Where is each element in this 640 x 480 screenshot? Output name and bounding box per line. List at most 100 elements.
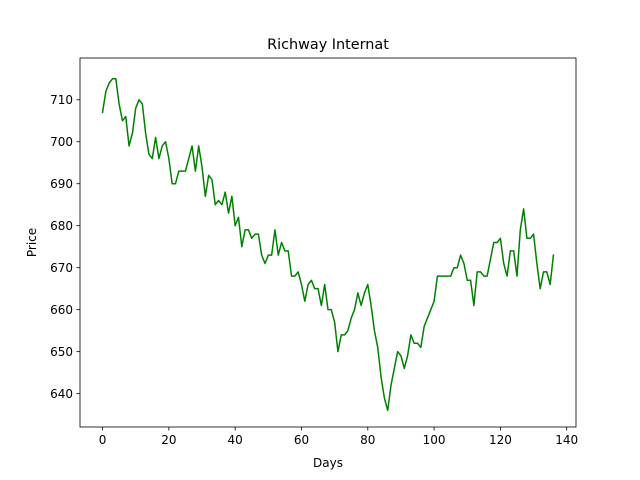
data-point (224, 191, 226, 193)
x-tick-label: 60 (294, 433, 309, 447)
data-point (476, 271, 478, 273)
data-point (211, 179, 213, 181)
data-point (281, 242, 283, 244)
data-point (314, 288, 316, 290)
data-point (264, 263, 266, 265)
data-point (175, 183, 177, 185)
data-point (195, 170, 197, 172)
data-point (463, 263, 465, 265)
x-axis-ticks: 0 20 40 60 80 100 120 140 (99, 427, 578, 447)
data-point (214, 204, 216, 206)
data-point (523, 208, 525, 210)
data-point (360, 305, 362, 307)
data-point (503, 263, 505, 265)
x-tick-label: 80 (360, 433, 375, 447)
data-point (155, 137, 157, 139)
series-layer (101, 78, 555, 412)
data-point (420, 347, 422, 349)
data-point (178, 170, 180, 172)
data-point (526, 238, 528, 240)
data-point (205, 196, 207, 198)
data-point (533, 233, 535, 235)
data-point (138, 99, 140, 101)
data-point (506, 275, 508, 277)
data-point (208, 175, 210, 177)
y-axis-ticks: 640 650 660 670 680 690 700 710 (50, 93, 80, 401)
data-point (321, 305, 323, 307)
data-point (142, 103, 144, 105)
y-tick-label: 640 (50, 387, 73, 401)
data-point (261, 254, 263, 256)
y-tick-label: 700 (50, 135, 73, 149)
data-point (400, 355, 402, 357)
data-point (427, 317, 429, 319)
data-point (397, 351, 399, 353)
data-point (457, 267, 459, 269)
chart-title: Richway Internat (267, 37, 389, 53)
data-point (108, 82, 110, 84)
data-point (254, 233, 256, 235)
data-point (450, 275, 452, 277)
data-point (128, 145, 130, 147)
data-point (344, 334, 346, 336)
data-point (496, 242, 498, 244)
data-point (301, 284, 303, 286)
data-point (185, 170, 187, 172)
data-point (251, 238, 253, 240)
data-point (350, 317, 352, 319)
data-point (198, 145, 200, 147)
data-point (437, 275, 439, 277)
data-point (331, 309, 333, 311)
data-point (188, 158, 190, 160)
data-point (417, 342, 419, 344)
data-point (311, 279, 313, 281)
data-point (473, 305, 475, 307)
data-point (536, 263, 538, 265)
series-line-0 (101, 78, 555, 412)
data-point (516, 275, 518, 277)
data-point (430, 309, 432, 311)
data-point (423, 326, 425, 328)
data-point (248, 229, 250, 231)
data-point (513, 250, 515, 252)
data-point (529, 238, 531, 240)
data-point (443, 275, 445, 277)
data-point (367, 284, 369, 286)
data-point (231, 196, 233, 198)
data-point (520, 229, 522, 231)
data-point (105, 91, 107, 93)
data-point (354, 309, 356, 311)
data-point (234, 225, 236, 227)
data-point (228, 212, 230, 214)
data-point (244, 229, 246, 231)
y-tick-label: 660 (50, 303, 73, 317)
data-point (500, 238, 502, 240)
data-point (546, 271, 548, 273)
data-point (466, 279, 468, 281)
data-point (493, 242, 495, 244)
x-tick-label: 0 (99, 433, 107, 447)
data-point (539, 288, 541, 290)
plot-area: 0 20 40 60 80 100 120 140 640 650 660 670 680 690 700… (50, 57, 578, 447)
data-point (181, 170, 183, 172)
data-point (271, 254, 273, 256)
data-point (145, 133, 147, 135)
data-point (171, 183, 173, 185)
data-point (337, 351, 339, 353)
data-point (317, 288, 319, 290)
data-point (374, 330, 376, 332)
data-point (334, 321, 336, 323)
data-point (148, 154, 150, 156)
data-point (394, 368, 396, 370)
data-point (221, 204, 223, 206)
data-point (115, 78, 117, 80)
data-point (453, 267, 455, 269)
data-point (125, 116, 127, 118)
y-tick-label: 680 (50, 219, 73, 233)
x-tick-label: 100 (423, 433, 446, 447)
y-tick-label: 710 (50, 93, 73, 107)
data-point (347, 330, 349, 332)
data-point (135, 107, 137, 109)
data-point (357, 292, 359, 294)
